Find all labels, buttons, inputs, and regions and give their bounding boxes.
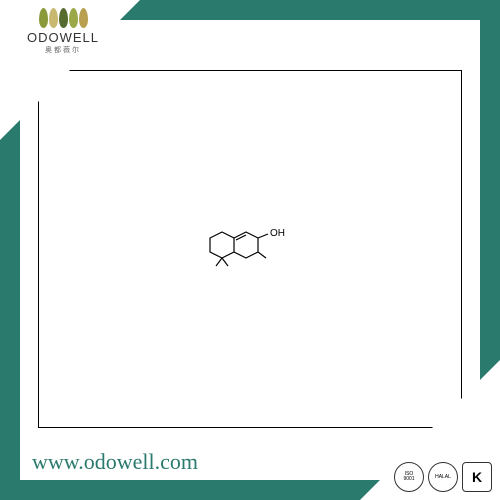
logo-leaves-icon <box>8 8 118 28</box>
leaf-icon <box>69 8 78 28</box>
brand-logo: ODOWELL 奥都薇尔 <box>8 8 118 55</box>
leaf-icon <box>79 8 88 28</box>
kosher-badge: K <box>462 462 492 492</box>
certification-badges: ISO 9001 HALAL K <box>394 462 492 492</box>
oh-label: OH <box>270 228 285 239</box>
leaf-icon <box>39 8 48 28</box>
badge-text: HALAL <box>435 475 451 480</box>
brand-name: ODOWELL <box>8 30 118 45</box>
website-url: www.odowell.com <box>32 449 198 475</box>
badge-text: 9001 <box>403 477 414 482</box>
brand-subtitle: 奥都薇尔 <box>8 45 118 55</box>
halal-badge: HALAL <box>428 462 458 492</box>
iso-badge: ISO 9001 <box>394 462 424 492</box>
leaf-icon <box>59 8 68 28</box>
badge-text: K <box>472 470 482 484</box>
leaf-icon <box>49 8 58 28</box>
chemical-structure-diagram: OH <box>190 210 310 290</box>
